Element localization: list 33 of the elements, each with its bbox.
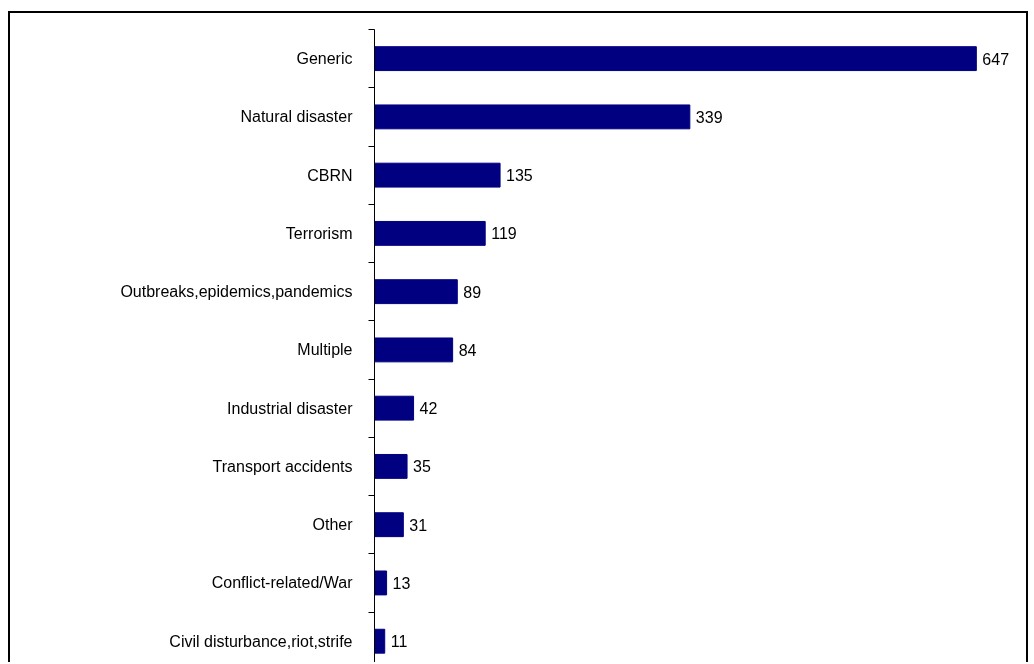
- y-tick-label: Generic: [296, 50, 353, 68]
- data-label: 647: [982, 50, 1010, 68]
- data-label: 89: [463, 283, 482, 301]
- y-tick-label: Other: [312, 516, 354, 534]
- bar: [374, 628, 386, 654]
- y-tick-label: Civil disturbance,riot,strife: [169, 632, 353, 650]
- y-tick-label: Conflict-related/War: [211, 574, 354, 592]
- y-tick-label: Multiple: [297, 341, 353, 359]
- data-label: 339: [695, 108, 723, 126]
- bar: [374, 395, 415, 421]
- data-label: 42: [419, 400, 438, 418]
- data-label: 119: [491, 225, 517, 243]
- bar: [374, 279, 458, 305]
- bar: [374, 570, 388, 596]
- data-label: 84: [458, 341, 477, 359]
- bar: [374, 453, 408, 479]
- data-label: 13: [392, 574, 411, 592]
- bar: [374, 512, 404, 538]
- y-tick-label: Transport accidents: [212, 457, 353, 475]
- y-tick-label: Natural disaster: [240, 108, 354, 126]
- bar: [374, 220, 486, 246]
- y-tick-label: Outbreaks,epidemics,pandemics: [120, 283, 353, 301]
- data-label: 11: [390, 633, 408, 651]
- bar: [374, 46, 977, 72]
- data-label: 35: [413, 458, 431, 476]
- y-tick-label: CBRN: [307, 166, 353, 184]
- bar: [374, 337, 454, 363]
- bar: [374, 104, 691, 130]
- bar: [374, 162, 501, 188]
- data-label: 135: [506, 167, 533, 185]
- y-tick-label: Terrorism: [285, 224, 353, 242]
- y-tick-label: Industrial disaster: [227, 399, 354, 417]
- data-label: 31: [409, 516, 428, 534]
